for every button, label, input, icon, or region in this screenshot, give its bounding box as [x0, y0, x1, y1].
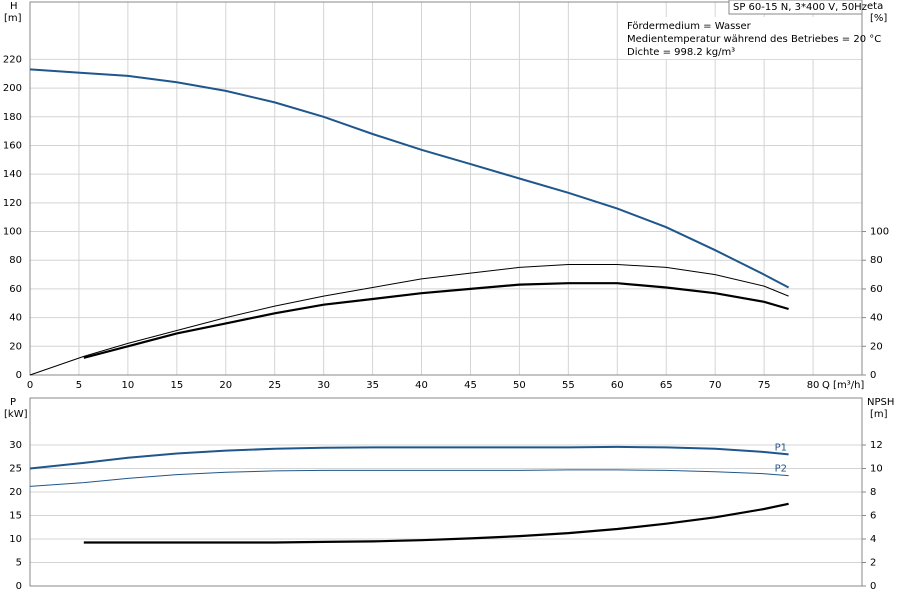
- y2-tick-label: 100: [870, 227, 889, 238]
- plot-frame: [29, 1, 863, 376]
- x-tick-label: 25: [268, 380, 281, 391]
- y-tick-label: 200: [3, 83, 22, 94]
- x-tick-label: 45: [464, 380, 477, 391]
- x-tick-label: 55: [562, 380, 575, 391]
- y2-tick-label: 20: [870, 341, 883, 352]
- series-line: [29, 469, 789, 487]
- y-tick-label: 0: [16, 370, 22, 381]
- x-tick-label: 65: [660, 380, 673, 391]
- y2-tick-label: 10: [870, 464, 883, 475]
- y-tick-label: 20: [9, 341, 22, 352]
- y-tick-label: 25: [9, 464, 22, 475]
- x-tick-label: 10: [122, 380, 135, 391]
- y2-tick-label: 80: [870, 255, 883, 266]
- y-tick-label: 40: [9, 313, 22, 324]
- x-tick-label: 70: [709, 380, 722, 391]
- y-tick-label: 220: [3, 54, 22, 65]
- info-title-box: [728, 0, 863, 15]
- y2-tick-label: 2: [870, 558, 876, 569]
- plot-frame: [29, 397, 863, 587]
- info-title: SP 60-15 N, 3*400 V, 50Hz: [733, 2, 867, 13]
- y-axis-unit: [m]: [4, 13, 22, 24]
- y2-tick-label: 6: [870, 511, 876, 522]
- series-line: [83, 502, 789, 544]
- x-tick-label: 20: [219, 380, 232, 391]
- y2-axis-label: NPSH: [867, 397, 894, 408]
- y-axis-label: P: [10, 397, 16, 408]
- x-tick-label: 50: [513, 380, 526, 391]
- info-box: [623, 17, 861, 59]
- x-tick-label: 80: [807, 380, 820, 391]
- x-tick-label: 40: [415, 380, 428, 391]
- info-line: Medientemperatur während des Betriebes =…: [627, 34, 881, 45]
- x-tick-label: 60: [611, 380, 624, 391]
- x-tick-label: 0: [27, 380, 33, 391]
- y-tick-label: 160: [3, 140, 22, 151]
- y-tick-label: 120: [3, 198, 22, 209]
- y-tick-label: 30: [9, 440, 22, 451]
- y2-tick-label: 40: [870, 313, 883, 324]
- y-tick-label: 15: [9, 511, 22, 522]
- x-tick-label: 35: [366, 380, 379, 391]
- y-tick-label: 20: [9, 487, 22, 498]
- y2-axis-unit: [m]: [870, 409, 888, 420]
- y-tick-label: 100: [3, 227, 22, 238]
- y-tick-label: 5: [16, 558, 22, 569]
- x-tick-label: 30: [317, 380, 330, 391]
- y2-axis-unit: [%]: [870, 13, 887, 24]
- y2-axis-label: eta: [867, 1, 883, 12]
- y-axis-label: H: [10, 1, 18, 12]
- series-line: [29, 68, 790, 289]
- y2-tick-label: 0: [870, 581, 876, 592]
- series-line: [29, 445, 789, 470]
- x-tick-label: 5: [76, 380, 82, 391]
- y-axis-unit: [kW]: [4, 409, 28, 420]
- y-tick-label: 10: [9, 534, 22, 545]
- y2-tick-label: 4: [870, 534, 876, 545]
- y-tick-label: 0: [16, 581, 22, 592]
- y2-tick-label: 12: [870, 440, 883, 451]
- x-axis-label: Q [m³/h]: [822, 380, 864, 391]
- info-line: Fördermedium = Wasser: [627, 21, 752, 32]
- y2-tick-label: 60: [870, 284, 883, 295]
- y2-tick-label: 8: [870, 487, 876, 498]
- series-label: P2: [775, 464, 787, 475]
- y-tick-label: 60: [9, 284, 22, 295]
- x-tick-label: 75: [758, 380, 771, 391]
- y-tick-label: 180: [3, 112, 22, 123]
- y-tick-label: 140: [3, 169, 22, 180]
- series-line: [83, 282, 789, 359]
- y-tick-label: 80: [9, 255, 22, 266]
- series-label: P1: [775, 442, 787, 453]
- y2-tick-label: 0: [870, 370, 876, 381]
- info-line: Dichte = 998.2 kg/m³: [627, 47, 735, 58]
- x-tick-label: 15: [170, 380, 183, 391]
- series-line: [29, 264, 789, 376]
